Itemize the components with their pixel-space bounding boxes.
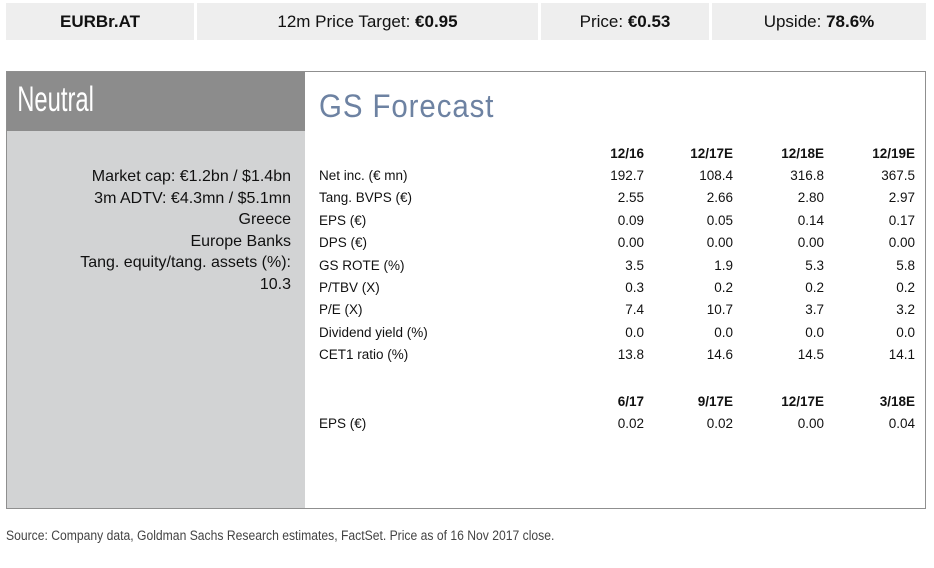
table-row: Dividend yield (%) 0.0 0.0 0.0 0.0 (319, 325, 919, 347)
rating-banner: Neutral (7, 72, 305, 131)
table-cell: 0.00 (797, 416, 824, 431)
rating-text: Neutral (17, 80, 94, 119)
table-cell: 1.9 (714, 257, 733, 273)
table-cell: 3.5 (625, 257, 644, 273)
column-header: 3/18E (879, 394, 915, 409)
table-cell: 0.0 (896, 324, 915, 340)
column-header: 12/17E (690, 146, 733, 161)
table-cell: 0.02 (617, 416, 644, 431)
table-cell: 0.17 (888, 212, 915, 228)
upside-cell: Upside: 78.6% (712, 3, 926, 40)
table-cell: 0.09 (617, 212, 644, 228)
table-row: CET1 ratio (%) 13.8 14.6 14.5 14.1 (319, 347, 919, 369)
table-cell: 0.2 (714, 280, 733, 295)
row-label: P/E (X) (319, 302, 363, 318)
price-target-cell: 12m Price Target: €0.95 (197, 3, 538, 40)
table-row: P/TBV (X) 0.3 0.2 0.2 0.2 (319, 280, 919, 302)
row-label: Net inc. (€ mn) (319, 168, 408, 183)
column-header: 12/17E (781, 394, 824, 409)
row-label: Dividend yield (%) (319, 324, 428, 340)
table-cell: 316.8 (790, 168, 824, 183)
ticker-cell: EURBr.AT (6, 3, 194, 40)
table-cell: 14.5 (797, 347, 824, 363)
table-cell: 3.2 (896, 302, 915, 318)
row-label: GS ROTE (%) (319, 257, 405, 273)
ticker: EURBr.AT (60, 11, 140, 31)
forecast-title-text: GS Forecast (319, 88, 495, 124)
table-cell: 0.00 (888, 235, 915, 251)
table-cell: 367.5 (881, 168, 915, 183)
tang-equity-label: Tang. equity/tang. assets (%): (80, 254, 291, 271)
adtv: 3m ADTV: €4.3mn / $5.1mn (94, 189, 291, 207)
table-cell: 0.02 (706, 416, 733, 431)
table-row: Tang. BVPS (€) 2.55 2.66 2.80 2.97 (319, 190, 919, 212)
source-note: Source: Company data, Goldman Sachs Rese… (6, 528, 615, 543)
row-label: P/TBV (X) (319, 280, 380, 295)
column-header: 12/19E (872, 146, 915, 161)
table-cell: 5.8 (896, 257, 915, 273)
table-cell: 2.55 (617, 190, 644, 206)
row-label: EPS (€) (319, 416, 367, 431)
table-cell: 0.00 (797, 235, 824, 251)
sector: Europe Banks (190, 232, 291, 250)
table-cell: 0.2 (896, 280, 915, 295)
table-cell: 5.3 (805, 257, 824, 273)
table-cell: 0.3 (625, 280, 644, 295)
table-row: DPS (€) 0.00 0.00 0.00 0.00 (319, 235, 919, 257)
forecast-title: GS Forecast (319, 88, 510, 125)
tang-equity-value: 10.3 (259, 275, 291, 293)
table-cell: 14.6 (706, 347, 733, 363)
country: Greece (238, 211, 291, 228)
column-header: 6/17 (617, 394, 644, 409)
table-cell: 0.00 (706, 235, 733, 251)
row-label: DPS (€) (319, 235, 368, 251)
column-header: 12/16 (610, 146, 644, 161)
table-row: EPS (€) 0.02 0.02 0.00 0.04 (319, 416, 919, 438)
row-label: EPS (€) (319, 212, 367, 228)
price-label: Price: (579, 11, 624, 31)
price-target-label: 12m Price Target: (277, 11, 411, 31)
table-cell: 13.8 (617, 347, 644, 363)
table-cell: 0.2 (805, 280, 824, 295)
table-cell: 108.4 (699, 168, 733, 183)
price-cell: Price: €0.53 (541, 3, 709, 40)
table-cell: 0.0 (625, 324, 644, 340)
company-info-panel: Neutral Market cap: €1.2bn / $1.4bn 3m A… (7, 72, 305, 508)
price-value: €0.53 (627, 11, 671, 31)
table-cell: 0.04 (888, 416, 915, 431)
table-cell: 7.4 (625, 302, 644, 318)
table-cell: 2.66 (706, 190, 733, 206)
source-text: Source: Company data, Goldman Sachs Rese… (6, 528, 555, 543)
table-row: EPS (€) 0.09 0.05 0.14 0.17 (319, 213, 919, 235)
table-cell: 3.7 (805, 302, 824, 318)
table-cell: 192.7 (610, 168, 644, 183)
upside-value: 78.6% (826, 11, 875, 31)
annual-header-row: 12/16 12/17E 12/18E 12/19E (319, 146, 919, 168)
row-label: CET1 ratio (%) (319, 347, 409, 363)
market-cap: Market cap: €1.2bn / $1.4bn (91, 168, 291, 185)
table-cell: 0.05 (706, 212, 733, 228)
table-cell: 14.1 (888, 347, 915, 363)
table-cell: 2.80 (797, 190, 824, 206)
quarterly-header-row: 6/17 9/17E 12/17E 3/18E (319, 394, 919, 416)
table-cell: 0.0 (714, 324, 733, 340)
column-header: 12/18E (781, 146, 824, 161)
company-meta: Market cap: €1.2bn / $1.4bn 3m ADTV: €4.… (80, 166, 291, 295)
table-cell: 0.0 (805, 324, 824, 340)
table-row: P/E (X) 7.4 10.7 3.7 3.2 (319, 302, 919, 324)
table-row: Net inc. (€ mn) 192.7 108.4 316.8 367.5 (319, 168, 919, 190)
row-label: Tang. BVPS (€) (319, 190, 413, 206)
table-cell: 0.00 (617, 235, 644, 251)
table-cell: 0.14 (797, 212, 824, 228)
forecast-panel: Neutral Market cap: €1.2bn / $1.4bn 3m A… (6, 71, 926, 509)
price-target-value: €0.95 (415, 11, 458, 31)
upside-label: Upside: (763, 11, 822, 31)
table-cell: 2.97 (888, 190, 915, 206)
table-row: GS ROTE (%) 3.5 1.9 5.3 5.8 (319, 258, 919, 280)
column-header: 9/17E (697, 394, 733, 409)
table-cell: 10.7 (706, 302, 733, 318)
